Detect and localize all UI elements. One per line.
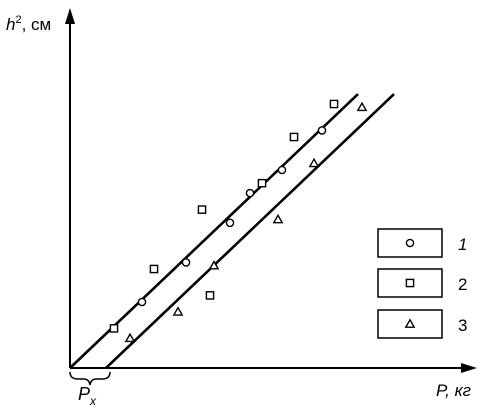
legend-triangle-icon — [404, 318, 416, 328]
legend-label-3: 3 — [458, 316, 467, 335]
triangle-point-3-3 — [208, 260, 220, 270]
offset-annotation: Px — [78, 384, 97, 407]
circle-point-1-3 — [225, 218, 235, 228]
square-point-2-7 — [329, 99, 339, 109]
legend-square-icon — [405, 278, 415, 288]
plot-area — [69, 93, 395, 369]
square-point-2-3 — [197, 205, 207, 214]
square-point-2-4 — [205, 291, 215, 300]
y-axis-arrow-icon — [65, 8, 75, 24]
circle-point-1-2 — [181, 258, 191, 267]
axes — [65, 8, 477, 373]
square-point-2-5 — [257, 178, 267, 188]
legend-label-1: 1 — [458, 235, 467, 254]
legend-circle-icon — [405, 238, 415, 248]
circle-point-1-4 — [245, 188, 255, 198]
x-axis-arrow-icon — [461, 363, 477, 373]
triangle-point-3-6 — [356, 101, 368, 112]
legend-label-2: 2 — [458, 275, 467, 294]
offset-brace — [69, 371, 111, 386]
regression-line-2 — [105, 93, 395, 369]
x-axis-label: P, кг — [436, 381, 471, 400]
regression-line-1 — [69, 93, 359, 369]
square-point-2-1 — [109, 324, 119, 333]
square-point-2-6 — [289, 132, 299, 142]
circle-point-1-6 — [317, 126, 327, 135]
circle-point-1-1 — [137, 297, 147, 307]
legend: 1 2 3 — [377, 228, 467, 339]
triangle-point-3-4 — [272, 213, 284, 224]
triangle-point-3-2 — [172, 306, 184, 316]
circle-point-1-5 — [277, 165, 287, 175]
triangle-point-3-5 — [308, 157, 320, 168]
y-axis-label: h2, см — [6, 14, 51, 34]
square-point-2-2 — [149, 264, 159, 274]
triangle-point-3-1 — [124, 332, 136, 343]
